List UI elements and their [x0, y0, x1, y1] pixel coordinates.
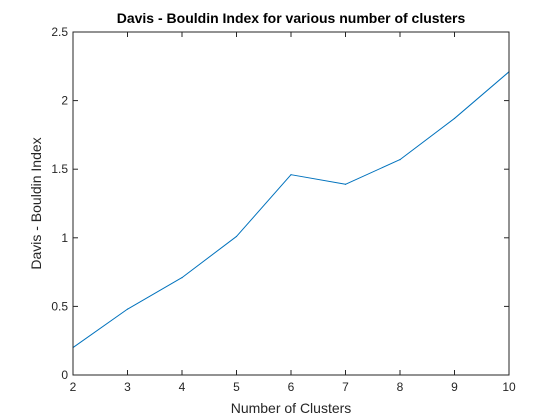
data-point — [453, 117, 456, 120]
x-tick-label: 3 — [124, 380, 131, 394]
y-tick-label: 1 — [61, 231, 68, 245]
data-point — [181, 276, 183, 279]
y-tick-labels: 0 0.5 1 1.5 2 2.5 — [51, 25, 68, 382]
y-tick-label: 2.5 — [51, 25, 68, 39]
data-point — [235, 235, 238, 238]
x-tick-label: 4 — [179, 380, 186, 394]
y-tick-label: 2 — [61, 94, 68, 108]
x-tick-label: 10 — [502, 380, 516, 394]
plot-frame — [72, 31, 510, 376]
x-axis-label: Number of Clusters — [231, 400, 352, 416]
y-tick-label: 1.5 — [51, 162, 68, 176]
chart-title: Davis - Bouldin Index for various number… — [117, 10, 466, 26]
data-point — [344, 183, 347, 185]
x-tick-label: 8 — [397, 380, 404, 394]
data-point — [126, 308, 129, 310]
y-tick-label: 0 — [61, 368, 68, 382]
plot-area — [73, 32, 509, 375]
x-tick-labels: 2 3 4 5 6 7 8 9 10 — [70, 380, 516, 394]
x-tick-label: 6 — [288, 380, 295, 394]
x-tick-label: 2 — [70, 380, 77, 394]
x-tick-label: 7 — [342, 380, 349, 394]
y-axis-label: Davis - Bouldin Index — [28, 137, 44, 269]
data-point — [399, 158, 401, 161]
x-tick-label: 9 — [451, 380, 458, 394]
x-tick-label: 5 — [233, 380, 240, 394]
y-tick-label: 0.5 — [51, 299, 68, 313]
data-point — [290, 174, 292, 176]
